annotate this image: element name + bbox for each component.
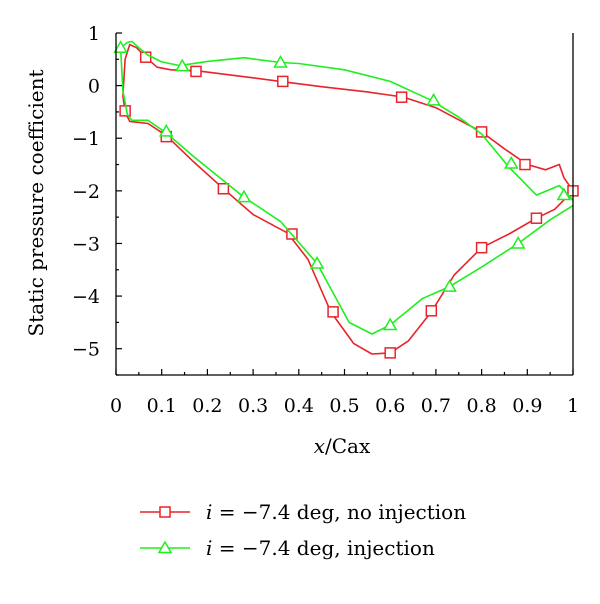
data-point (426, 92, 441, 106)
x-tick-label: 0.5 (329, 395, 359, 417)
x-axis-title: x/Cax (314, 434, 371, 458)
data-point (382, 317, 398, 331)
x-tick-label: 0.8 (466, 395, 496, 417)
data-point (236, 189, 252, 203)
legend-marker (157, 540, 173, 554)
legend-label: i = −7.4 deg, injection (206, 536, 435, 560)
x-tick-label: 0.3 (238, 395, 268, 417)
x-axis-title-unit: /Cax (325, 434, 371, 458)
data-point (519, 158, 531, 171)
axes: 1 0 −1 −2 −3 −4 −5 0 0.1 0.2 0.3 0.4 0.5 0.6 0.7 0.8 0.9… (72, 23, 579, 417)
data-point (190, 65, 202, 78)
data-point (504, 155, 519, 169)
legend-label-text: = −7.4 deg, no injection (212, 500, 466, 524)
y-tick-label: 0 (88, 76, 100, 98)
x-tick-label: 0.2 (192, 395, 222, 417)
legend-label: i = −7.4 deg, no injection (206, 500, 466, 524)
data-point (309, 255, 325, 269)
legend-label-variable: i (206, 536, 212, 560)
data-point (530, 212, 543, 224)
y-tick-label: −5 (72, 339, 100, 361)
data-point (273, 54, 288, 68)
data-point (119, 105, 131, 117)
y-tick-label: −4 (72, 286, 100, 308)
data-point (442, 279, 457, 292)
legend-item: i = −7.4 deg, injection (140, 536, 435, 560)
x-tick-label: 0.1 (147, 395, 177, 417)
data-point (113, 40, 128, 53)
data-point (174, 58, 190, 72)
x-axis-title-variable: x (314, 434, 325, 458)
data-point (475, 241, 488, 254)
y-axis-title: Static pressure coefficient (24, 69, 48, 336)
data-point (475, 126, 488, 138)
y-tick-label: −1 (72, 128, 100, 150)
y-tick-label: −3 (72, 233, 100, 255)
x-tick-label: 1 (567, 395, 579, 417)
legend-label-text: = −7.4 deg, injection (212, 536, 435, 560)
data-point (395, 91, 408, 103)
y-tick-label: 1 (88, 23, 100, 45)
series-1 (119, 43, 579, 359)
legend-marker (159, 506, 171, 518)
data-point (556, 187, 572, 201)
data-point (425, 305, 438, 317)
plot-series (113, 40, 579, 359)
x-tick-label: 0.6 (375, 395, 405, 417)
x-tick-label: 0.9 (512, 395, 542, 417)
x-tick-label: 0 (110, 395, 122, 417)
legend-item: i = −7.4 deg, no injection (140, 500, 466, 524)
data-point (384, 347, 396, 359)
series-2 (113, 40, 574, 335)
legend-label-variable: i (206, 500, 212, 524)
data-point (158, 123, 174, 137)
x-tick-label: 0.4 (284, 395, 314, 417)
data-point (510, 235, 526, 249)
data-point (277, 75, 289, 88)
y-tick-label: −2 (72, 181, 100, 203)
data-point (327, 306, 339, 318)
x-tick-label: 0.7 (421, 395, 451, 417)
data-point (217, 182, 230, 195)
